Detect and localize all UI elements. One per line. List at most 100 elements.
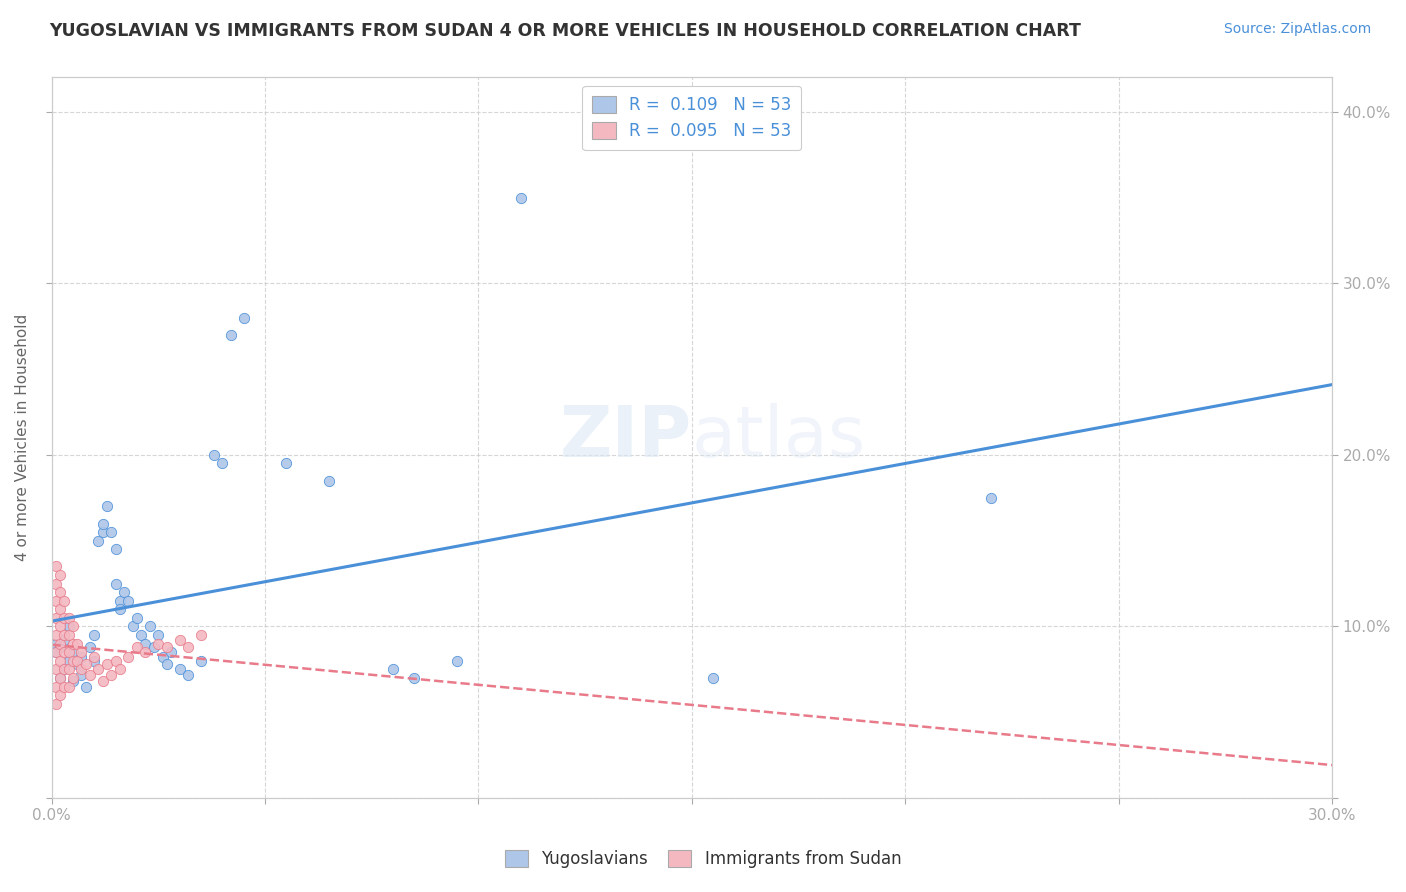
Point	[219, 327, 242, 342]
Point	[75, 657, 97, 672]
Point	[143, 640, 166, 654]
Point	[129, 628, 152, 642]
Point	[58, 619, 80, 633]
Point	[49, 688, 72, 702]
Point	[79, 667, 101, 681]
Point	[53, 662, 76, 676]
Point	[152, 650, 174, 665]
Point	[156, 640, 179, 654]
Point	[45, 637, 67, 651]
Point	[45, 611, 67, 625]
Point	[70, 650, 93, 665]
Point	[91, 674, 114, 689]
Point	[104, 576, 127, 591]
Point	[75, 680, 97, 694]
Point	[160, 645, 183, 659]
Point	[177, 667, 200, 681]
Point	[62, 645, 84, 659]
Point	[112, 585, 135, 599]
Point	[211, 457, 233, 471]
Point	[58, 662, 80, 676]
Point	[70, 645, 93, 659]
Point	[45, 559, 67, 574]
Point	[156, 657, 179, 672]
Point	[49, 640, 72, 654]
Text: atlas: atlas	[692, 403, 866, 472]
Point	[404, 671, 426, 685]
Point	[91, 516, 114, 531]
Point	[49, 568, 72, 582]
Point	[58, 611, 80, 625]
Point	[100, 525, 122, 540]
Point	[382, 662, 405, 676]
Point	[53, 680, 76, 694]
Point	[45, 593, 67, 607]
Point	[62, 637, 84, 651]
Point	[58, 645, 80, 659]
Point	[117, 593, 139, 607]
Point	[125, 611, 148, 625]
Point	[66, 657, 89, 672]
Point	[49, 602, 72, 616]
Point	[58, 680, 80, 694]
Point	[58, 628, 80, 642]
Point	[148, 637, 170, 651]
Point	[202, 448, 225, 462]
Point	[49, 671, 72, 685]
Point	[190, 628, 212, 642]
Point	[169, 633, 191, 648]
Point	[70, 667, 93, 681]
Point	[100, 667, 122, 681]
Point	[148, 628, 170, 642]
Point	[62, 671, 84, 685]
Point	[66, 637, 89, 651]
Point	[108, 662, 131, 676]
Point	[53, 662, 76, 676]
Point	[45, 697, 67, 711]
Point	[45, 576, 67, 591]
Point	[108, 593, 131, 607]
Point	[62, 654, 84, 668]
Point	[87, 533, 110, 548]
Point	[83, 628, 105, 642]
Point	[232, 310, 254, 325]
Point	[190, 654, 212, 668]
Text: ZIP: ZIP	[560, 403, 692, 472]
Point	[96, 500, 118, 514]
Point	[177, 640, 200, 654]
Point	[510, 190, 533, 204]
Point	[62, 674, 84, 689]
Point	[53, 628, 76, 642]
Point	[276, 457, 298, 471]
Point	[134, 645, 156, 659]
Point	[62, 619, 84, 633]
Point	[45, 645, 67, 659]
Point	[125, 640, 148, 654]
Legend: Yugoslavians, Immigrants from Sudan: Yugoslavians, Immigrants from Sudan	[498, 843, 908, 875]
Point	[702, 671, 724, 685]
Point	[66, 654, 89, 668]
Point	[117, 650, 139, 665]
Point	[108, 602, 131, 616]
Point	[318, 474, 340, 488]
Point	[980, 491, 1002, 505]
Point	[53, 633, 76, 648]
Point	[53, 593, 76, 607]
Legend: R =  0.109   N = 53, R =  0.095   N = 53: R = 0.109 N = 53, R = 0.095 N = 53	[582, 86, 801, 151]
Point	[121, 619, 143, 633]
Point	[96, 657, 118, 672]
Point	[169, 662, 191, 676]
Point	[49, 654, 72, 668]
Point	[104, 654, 127, 668]
Point	[49, 637, 72, 651]
Point	[45, 680, 67, 694]
Point	[91, 525, 114, 540]
Point	[58, 654, 80, 668]
Point	[134, 637, 156, 651]
Text: YUGOSLAVIAN VS IMMIGRANTS FROM SUDAN 4 OR MORE VEHICLES IN HOUSEHOLD CORRELATION: YUGOSLAVIAN VS IMMIGRANTS FROM SUDAN 4 O…	[49, 22, 1081, 40]
Point	[45, 662, 67, 676]
Y-axis label: 4 or more Vehicles in Household: 4 or more Vehicles in Household	[15, 314, 30, 561]
Point	[49, 619, 72, 633]
Point	[79, 640, 101, 654]
Point	[87, 662, 110, 676]
